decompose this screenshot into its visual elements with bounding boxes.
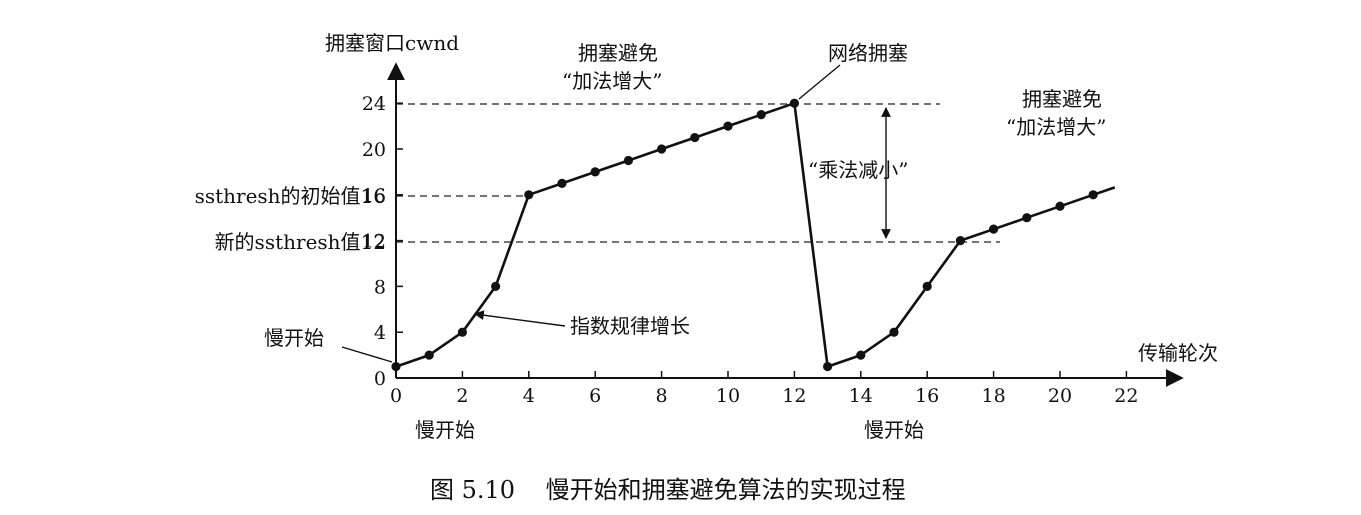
data-point [756,110,766,120]
data-point [391,361,401,372]
data-point [557,178,567,188]
congestion-avoidance-1-subtitle: “加法增大” [562,69,662,93]
y-tick-label: 24 [362,93,386,115]
ssthresh-initial-label: ssthresh的初始值16 [195,184,386,208]
x-tick-label: 22 [1114,385,1138,407]
cwnd-data-points [391,98,1098,372]
multiplicative-decrease-label: “乘法减小” [808,158,908,182]
network-congestion-label: 网络拥塞 [828,41,908,65]
congestion-avoidance-2-title: 拥塞避免 [1022,87,1102,111]
x-tick-label: 2 [456,385,468,407]
data-point [856,350,866,360]
x-tick-label: 14 [849,385,873,407]
data-point [1022,213,1032,223]
data-point [789,98,800,108]
exponential-growth-pointer [474,310,566,327]
data-point [524,190,534,200]
slow-start-phase-2-label: 慢开始 [864,418,924,442]
x-tick-label: 20 [1048,385,1072,407]
figure-caption: 图 5.10 慢开始和拥塞避免算法的实现过程 [430,476,906,504]
x-axis-title: 传输轮次 [1138,341,1218,365]
exponential-growth-label: 指数规律增长 [570,314,690,338]
data-point [424,350,434,360]
x-tick-label: 4 [523,385,535,407]
slow-start-phase-1-label: 慢开始 [415,418,475,442]
y-tick-label: 0 [374,368,386,390]
y-tick-label: 16 [362,185,386,207]
x-tick-label: 18 [982,385,1006,407]
data-point [1055,201,1065,211]
data-point [491,281,501,291]
data-point [989,224,999,234]
x-tick-label: 12 [782,385,806,407]
slow-start-label: 慢开始 [264,326,324,350]
data-point [922,281,932,291]
data-point [823,361,833,372]
data-point [457,327,467,337]
y-axis-ticks: 0 4 8 12 16 20 24 [362,93,403,390]
congestion-avoidance-2-subtitle: “加法增大” [1006,115,1106,139]
x-tick-label: 0 [390,385,402,407]
cwnd-series-line [395,101,1116,368]
data-point [1088,190,1098,200]
y-tick-label: 8 [374,276,386,298]
data-point [889,327,899,337]
x-tick-label: 16 [915,385,939,407]
data-point [690,132,700,143]
data-point [623,155,634,166]
data-point [955,236,966,246]
data-point [590,167,600,177]
network-congestion-pointer [798,64,841,100]
ssthresh-new-label: 新的ssthresh值12 [215,230,386,254]
data-point [723,121,733,131]
x-tick-label: 8 [656,385,668,407]
y-tick-label: 20 [362,139,386,161]
data-point [657,144,667,154]
x-tick-label: 10 [716,385,740,407]
y-tick-label: 4 [374,322,386,344]
y-axis-title: 拥塞窗口cwnd [325,31,459,55]
reference-lines [396,103,1000,243]
x-axis-ticks: 0 2 4 6 8 10 12 14 16 18 20 22 [390,371,1138,407]
x-tick-label: 6 [589,385,601,407]
congestion-avoidance-1-title: 拥塞避免 [578,41,658,65]
slow-start-pointer [341,346,393,363]
y-tick-label: 12 [362,231,386,253]
